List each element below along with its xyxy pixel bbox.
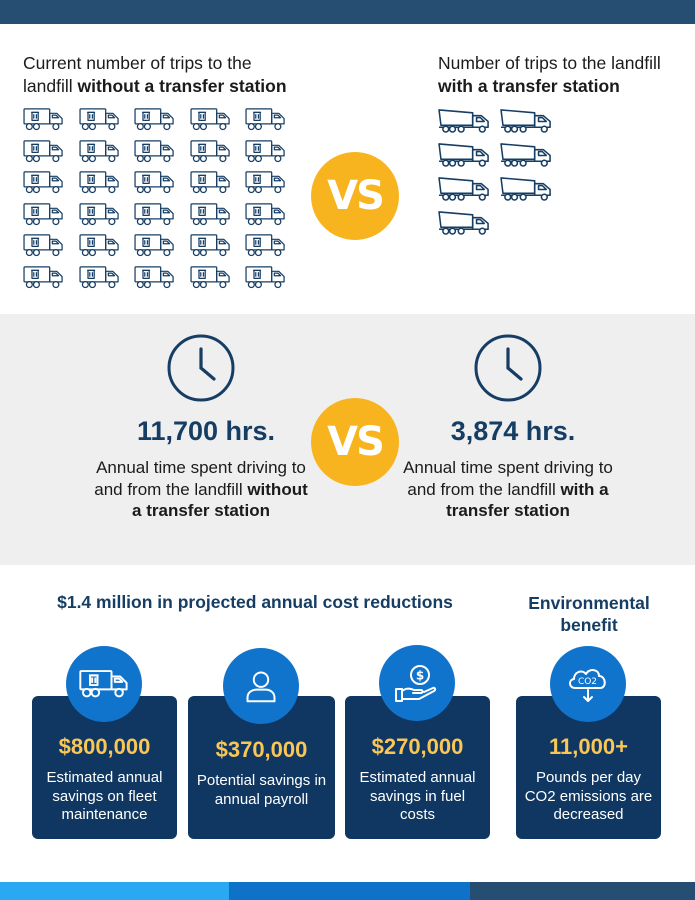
garbage-truck-icon bbox=[78, 108, 121, 131]
dump-truck-grid bbox=[438, 108, 554, 235]
dump-truck-icon bbox=[438, 176, 492, 201]
garbage-truck-icon bbox=[133, 108, 176, 131]
garbage-truck-icon bbox=[133, 234, 176, 257]
co2-cloud-icon: CO2 bbox=[550, 646, 626, 722]
garbage-truck-icon bbox=[133, 265, 176, 289]
vs-label: VS bbox=[327, 173, 385, 219]
garbage-truck-icon bbox=[189, 139, 232, 163]
garbage-truck-icon bbox=[244, 202, 287, 226]
trips-comparison-section: Current number of trips to the landfill … bbox=[0, 24, 695, 314]
garbage-truck-icon bbox=[78, 202, 121, 226]
vs-label: VS bbox=[327, 419, 385, 465]
savings-card-fuel: $270,000 Estimated annual savings in fue… bbox=[345, 696, 490, 839]
garbage-truck-icon bbox=[189, 108, 232, 131]
environment-heading: Environmental benefit bbox=[528, 593, 650, 635]
savings-amount: $800,000 bbox=[58, 734, 151, 759]
garbage-truck-icon bbox=[244, 171, 287, 194]
garbage-truck-icon bbox=[66, 646, 142, 722]
garbage-truck-icon bbox=[78, 265, 121, 289]
garbage-truck-icon bbox=[189, 234, 232, 257]
garbage-truck-icon bbox=[78, 139, 121, 163]
savings-amount: $370,000 bbox=[215, 737, 308, 762]
hours-without-description: Annual time spent driving to and from th… bbox=[94, 458, 308, 520]
savings-amount: $270,000 bbox=[371, 734, 464, 759]
clock-icon bbox=[474, 334, 542, 402]
vs-badge-trips: VS bbox=[311, 152, 399, 240]
garbage-truck-icon bbox=[133, 171, 176, 194]
hours-with-description: Annual time spent driving to and from th… bbox=[403, 458, 613, 520]
trips-without-title: Current number of trips to the landfill … bbox=[23, 53, 287, 96]
garbage-truck-grid bbox=[22, 108, 287, 289]
bottom-banner-bar bbox=[0, 882, 695, 900]
svg-text:$: $ bbox=[416, 669, 424, 683]
garbage-truck-icon bbox=[22, 202, 65, 226]
garbage-truck-icon bbox=[189, 202, 232, 226]
top-banner-bar bbox=[0, 0, 695, 24]
savings-description: Estimated annual savings on fleet mainte… bbox=[46, 769, 163, 823]
savings-description: Estimated annual savings in fuel costs bbox=[359, 769, 476, 823]
bottom-bar-segment bbox=[0, 882, 229, 900]
co2-icon-text: CO2 bbox=[578, 677, 597, 687]
garbage-truck-icon bbox=[22, 108, 65, 131]
vs-badge-time: VS bbox=[311, 398, 399, 486]
bottom-bar-segment bbox=[470, 882, 695, 900]
bottom-bar-segment bbox=[229, 882, 470, 900]
dump-truck-icon bbox=[500, 108, 554, 133]
garbage-truck-icon bbox=[189, 171, 232, 194]
hours-with-value: 3,874 hrs. bbox=[450, 416, 576, 446]
environment-description: Pounds per day CO2 emissions are decreas… bbox=[524, 769, 653, 823]
garbage-truck-icon bbox=[244, 234, 287, 257]
environment-amount: 11,000+ bbox=[549, 734, 628, 759]
garbage-truck-icon bbox=[78, 234, 121, 257]
garbage-truck-icon bbox=[22, 265, 65, 289]
hours-without-value: 11,700 hrs. bbox=[136, 416, 276, 446]
savings-heading: $1.4 million in projected annual cost re… bbox=[57, 592, 453, 612]
garbage-truck-icon bbox=[189, 265, 232, 289]
garbage-truck-icon bbox=[22, 139, 65, 163]
garbage-truck-icon bbox=[133, 202, 176, 226]
clock-icon bbox=[167, 334, 235, 402]
garbage-truck-icon bbox=[78, 171, 121, 194]
person-icon bbox=[223, 648, 299, 724]
trips-with-title: Number of trips to the landfill with a t… bbox=[438, 53, 661, 96]
dump-truck-icon bbox=[500, 142, 554, 167]
garbage-truck-icon bbox=[133, 139, 176, 163]
money-hand-icon: $ bbox=[379, 645, 455, 721]
garbage-truck-icon bbox=[22, 171, 65, 194]
garbage-truck-icon bbox=[244, 265, 287, 289]
garbage-truck-icon bbox=[244, 139, 287, 163]
dump-truck-icon bbox=[500, 176, 554, 201]
garbage-truck-icon bbox=[22, 234, 65, 257]
garbage-truck-icon bbox=[244, 108, 287, 131]
savings-description: Potential savings in annual payroll bbox=[196, 772, 327, 808]
dump-truck-icon bbox=[438, 108, 492, 133]
dump-truck-icon bbox=[438, 142, 492, 167]
dump-truck-icon bbox=[438, 210, 492, 235]
